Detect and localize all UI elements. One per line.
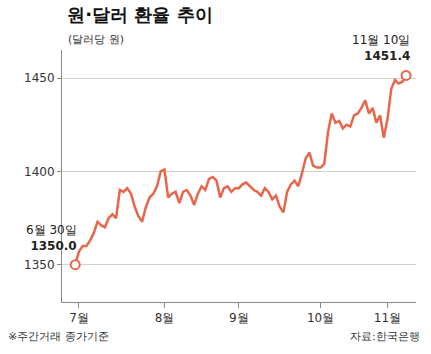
svg-text:7월: 7월 bbox=[69, 311, 89, 325]
svg-text:11월: 11월 bbox=[374, 311, 401, 325]
svg-text:1400: 1400 bbox=[24, 165, 55, 179]
svg-text:11월 10일1451.4: 11월 10일1451.4 bbox=[352, 33, 410, 63]
svg-text:10월: 10월 bbox=[307, 311, 334, 325]
svg-text:※주간거래 종가기준: ※주간거래 종가기준 bbox=[8, 330, 109, 343]
svg-text:1450: 1450 bbox=[24, 71, 55, 85]
svg-text:자료:한국은행: 자료:한국은행 bbox=[350, 330, 420, 343]
svg-text:9월: 9월 bbox=[229, 311, 249, 325]
svg-text:원·달러 환율 추이: 원·달러 환율 추이 bbox=[67, 4, 212, 25]
svg-text:8월: 8월 bbox=[155, 311, 175, 325]
svg-text:1350: 1350 bbox=[24, 258, 55, 272]
svg-text:(달러당 원): (달러당 원) bbox=[68, 33, 124, 46]
svg-text:6월 30일1350.0: 6월 30일1350.0 bbox=[26, 223, 77, 253]
